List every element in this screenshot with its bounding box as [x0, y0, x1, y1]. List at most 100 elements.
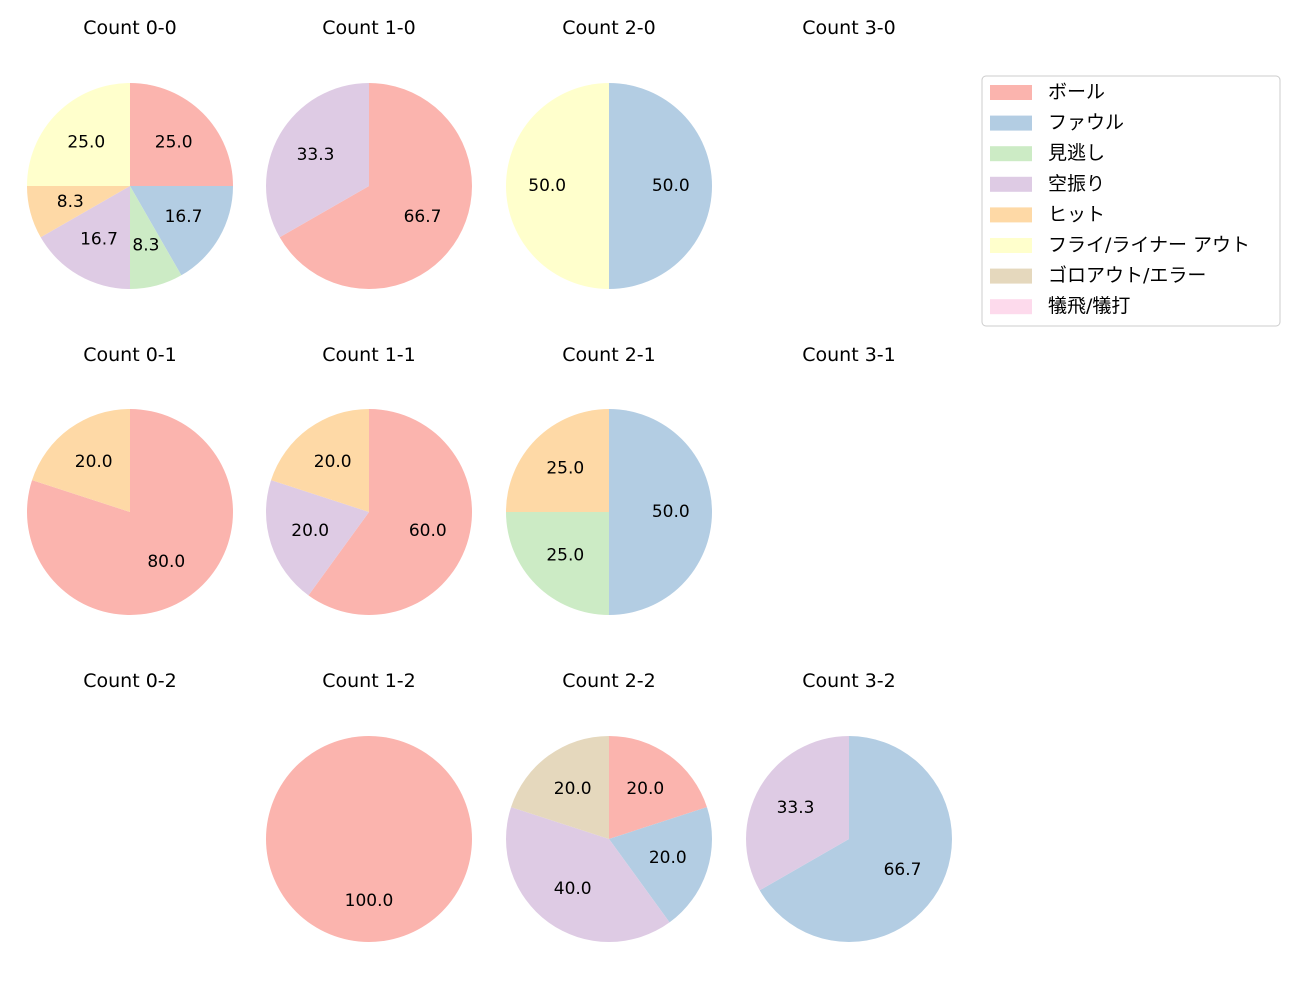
pie-slice [27, 186, 130, 238]
pie-slice [759, 736, 953, 942]
legend-swatch [990, 115, 1032, 131]
slice-label: 33.3 [777, 798, 815, 818]
slice-label: 20.0 [626, 779, 664, 799]
slice-label: 20.0 [291, 521, 329, 541]
pie-slice [308, 409, 473, 615]
slice-label: 20.0 [75, 452, 113, 472]
legend-label: ゴロアウト/エラー [1048, 265, 1206, 287]
legend-item: フライ/ライナー アウト [990, 234, 1250, 256]
slice-label: 20.0 [314, 452, 352, 472]
pie-slice [130, 83, 233, 186]
legend-label: ヒット [1048, 203, 1105, 225]
legend-item: ボール [990, 81, 1105, 103]
slice-label: 25.0 [155, 132, 193, 152]
slice-label: 50.0 [652, 502, 690, 522]
legend-swatch [990, 238, 1032, 253]
pie-title: Count 2-0 [562, 17, 656, 39]
pie-slice [511, 736, 609, 839]
pie-12: Count 3-2 66.7 33.3 [746, 670, 953, 942]
slice-label: 60.0 [409, 521, 447, 541]
pie-9: Count 0-2 [83, 670, 177, 692]
slice-label: 80.0 [147, 552, 185, 572]
pies-layer: Count 0-0 25.0 16.7 8.3 16.7 8.3 25.0 Count 1-0… [26, 17, 953, 943]
pie-2: Count 1-0 66.7 33.3 [266, 17, 473, 289]
legend-item: 犠飛/犠打 [990, 295, 1130, 317]
pie-slice [279, 83, 473, 289]
pie-11: Count 2-2 20.0 20.0 40.0 20.0 [505, 670, 713, 943]
pie-3: Count 2-0 50.0 50.0 [506, 17, 712, 289]
pie-1: Count 0-0 25.0 16.7 8.3 16.7 8.3 25.0 [27, 17, 233, 289]
pie-slice [609, 736, 707, 839]
pie-title: Count 0-2 [83, 670, 177, 692]
legend-item: ヒット [990, 203, 1105, 225]
pie-slice [130, 186, 182, 289]
slice-label: 25.0 [546, 458, 584, 478]
pie-title: Count 3-0 [802, 17, 896, 39]
pie-slice [609, 807, 713, 923]
slice-label: 8.3 [57, 192, 84, 212]
pie-slice [506, 512, 609, 615]
slice-label: 20.0 [649, 848, 687, 868]
legend-swatch [990, 207, 1032, 223]
slice-label: 66.7 [884, 860, 922, 880]
slice-label: 50.0 [652, 176, 690, 196]
legend-item: 空振り [990, 173, 1105, 195]
legend-swatch [990, 85, 1032, 100]
pie-8: Count 3-1 [802, 344, 896, 366]
pie-6: Count 1-1 60.0 20.0 20.0 [265, 344, 473, 615]
pie-slice [271, 409, 369, 512]
pie-slice [32, 409, 130, 512]
pie-title: Count 3-1 [802, 344, 896, 366]
pie-slice [130, 186, 233, 276]
slice-label: 50.0 [528, 176, 566, 196]
pie-slice [27, 83, 130, 186]
legend-label: ファウル [1048, 112, 1124, 134]
pie-title: Count 1-0 [322, 17, 416, 39]
slice-label: 25.0 [67, 132, 105, 152]
legend-frame [981, 75, 1281, 327]
legend-item: ファウル [990, 112, 1124, 134]
pie-title: Count 2-1 [562, 344, 656, 366]
legend-label: 見逃し [1048, 142, 1105, 164]
pie-slice [26, 409, 233, 616]
pie-title: Count 0-1 [83, 344, 177, 366]
pie-slice [40, 186, 130, 289]
slice-label: 100.0 [345, 891, 394, 911]
slice-label: 66.7 [404, 207, 442, 227]
pie-title: Count 1-1 [322, 344, 416, 366]
pie-slice [266, 83, 369, 238]
slice-label: 40.0 [554, 879, 592, 899]
pie-title: Count 1-2 [322, 670, 416, 692]
slice-label: 16.7 [165, 207, 203, 227]
legend-label: 空振り [1048, 173, 1105, 195]
slice-label: 20.0 [554, 779, 592, 799]
pie-slice [609, 83, 712, 289]
pie-title: Count 3-2 [802, 670, 896, 692]
legend-label: ボール [1048, 81, 1105, 103]
slice-label: 16.7 [80, 230, 118, 250]
pie-slice [506, 409, 609, 512]
pie-5: Count 0-1 80.0 20.0 [26, 344, 233, 616]
legend-swatch [990, 146, 1032, 162]
pie-title: Count 0-0 [83, 17, 177, 39]
slice-label: 8.3 [132, 236, 159, 256]
legend-label: 犠飛/犠打 [1048, 295, 1130, 317]
legend-swatch [990, 176, 1032, 192]
pie-7: Count 2-1 50.0 25.0 25.0 [506, 344, 712, 615]
slice-label: 25.0 [546, 546, 584, 566]
pie-4: Count 3-0 [802, 17, 896, 39]
legend-item: ゴロアウト/エラー [990, 265, 1206, 287]
pie-slice [609, 409, 712, 615]
pie-slice [505, 807, 670, 943]
pie-title: Count 2-2 [562, 670, 656, 692]
pie-slice [746, 736, 849, 891]
slice-label: 33.3 [297, 145, 335, 165]
pie-slice [266, 736, 472, 942]
pie-slice [506, 83, 609, 289]
legend-swatch [990, 268, 1032, 284]
legend-label: フライ/ライナー アウト [1048, 234, 1250, 256]
pie-10: Count 1-2 100.0 [266, 670, 472, 942]
pie-slice [265, 480, 369, 596]
